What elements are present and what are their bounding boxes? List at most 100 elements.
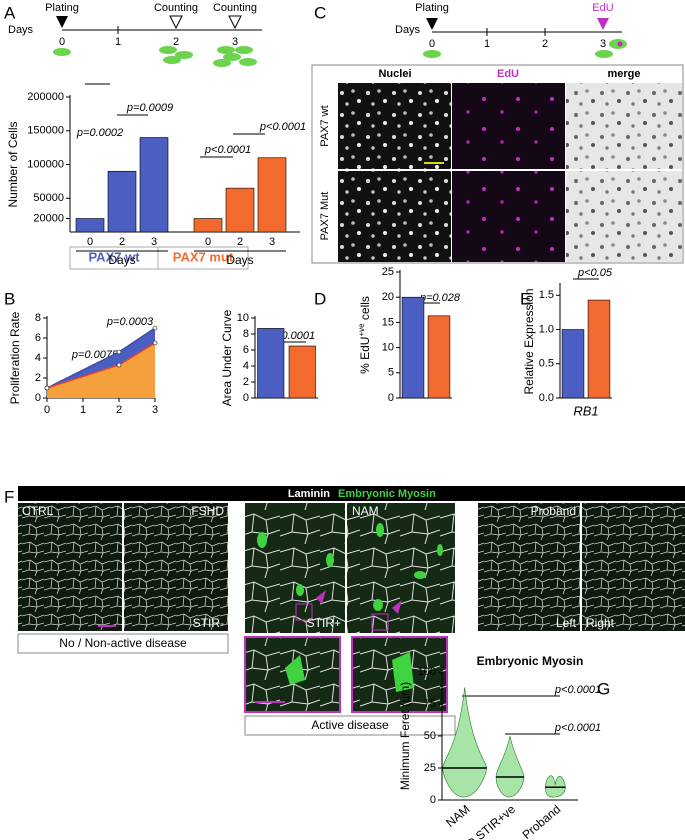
- x-tick-label: Proband: [520, 802, 564, 840]
- bar: [225, 187, 255, 233]
- y-tick-label: 100000: [27, 158, 64, 170]
- panel-label: A: [4, 3, 16, 22]
- cell: [423, 50, 441, 58]
- point: [116, 362, 122, 368]
- event-marker: [169, 15, 183, 30]
- point: [152, 340, 158, 346]
- myosin-fibers: [257, 523, 443, 611]
- stain-label: Laminin: [288, 488, 330, 500]
- y-tick-label: 10: [237, 312, 249, 324]
- x-tick-label: 0: [87, 236, 93, 248]
- panel-frame: [311, 64, 684, 264]
- day-label: 1: [484, 38, 490, 50]
- bar: [427, 315, 451, 399]
- micrograph: [18, 503, 122, 631]
- day-label: 3: [600, 38, 606, 50]
- event-label: Plating: [415, 2, 449, 14]
- row-header: PAX7 wt: [319, 105, 331, 146]
- timeline-c: Days 0 1 2 3 Plating EdU: [395, 2, 627, 58]
- annotation: p=0.028: [419, 292, 461, 304]
- image-label: Proband: [531, 504, 576, 518]
- bar: [587, 299, 611, 399]
- y-tick-label: 0: [35, 392, 41, 404]
- y-axis-label: % EdU+ve cells: [357, 296, 373, 374]
- micrograph: [452, 83, 565, 169]
- y-label-part: Relative Expression: [522, 288, 536, 394]
- annotation: p<0.05: [577, 267, 613, 279]
- micrograph: [245, 503, 345, 633]
- micrograph: [478, 503, 580, 631]
- image-label: Right: [586, 616, 615, 630]
- x-axis-label: Days: [226, 253, 253, 267]
- y-label-part: Proliferation Rate: [8, 311, 22, 404]
- y-label-part: cells: [358, 296, 372, 323]
- y-tick-label: 1.0: [539, 323, 554, 335]
- x-tick-label: 2: [116, 404, 122, 416]
- area: [47, 343, 155, 398]
- day-label: 0: [429, 38, 435, 50]
- bar: [401, 296, 425, 399]
- micrograph: [124, 503, 228, 631]
- inset-marker: [371, 613, 389, 631]
- y-tick-label: 0: [388, 392, 394, 404]
- y-tick-label: 8: [35, 312, 41, 324]
- violin: [545, 775, 566, 798]
- arrow: [316, 590, 326, 604]
- y-tick-label: 5: [388, 367, 394, 379]
- panel-c: Nuclei EdU merge PAX7 wt PAX7 Mut: [311, 64, 684, 264]
- y-tick-label: 200000: [27, 91, 64, 103]
- y-tick-label: 75: [424, 698, 436, 710]
- day-label: 0: [59, 36, 65, 48]
- y-tick-label: 0: [243, 392, 249, 404]
- x-axis-label: Days: [108, 253, 135, 267]
- cell: [617, 41, 623, 47]
- panel-label: E: [520, 289, 531, 308]
- y-tick-label: 1.5: [539, 289, 554, 301]
- micrograph: [338, 171, 451, 262]
- bar: [193, 218, 223, 233]
- panel-label: F: [4, 487, 14, 506]
- bar: [561, 329, 585, 399]
- event-marker: [597, 18, 609, 30]
- y-tick-label: 0.0: [539, 392, 554, 404]
- micrograph: [338, 83, 451, 169]
- y-axis-label: Proliferation Rate: [8, 311, 22, 404]
- legend-entry: PAX7 mut: [173, 249, 234, 264]
- annotation: p<0.0001: [204, 144, 251, 156]
- row-header: PAX7 Mut: [319, 192, 331, 241]
- inset-marker: [295, 603, 313, 621]
- bar: [75, 218, 105, 233]
- panel-label: C: [314, 3, 326, 22]
- y-tick-label: 8: [243, 328, 249, 340]
- day-label: 1: [115, 36, 121, 48]
- point: [116, 349, 122, 355]
- column-header: EdU: [497, 68, 519, 80]
- y-axis-label: Relative Expression: [522, 288, 536, 394]
- x-tick-label: 3: [269, 236, 275, 248]
- bar: [257, 157, 287, 233]
- y-label-part: Minimum Feret (µm): [398, 682, 412, 790]
- myosin-fiber: [285, 655, 305, 685]
- x-tick-label: 2: [237, 236, 243, 248]
- y-tick-label: 4: [243, 360, 249, 372]
- point: [44, 385, 50, 391]
- event-marker: [426, 18, 438, 30]
- legend-entry: PAX7 wt: [88, 249, 140, 264]
- micrograph: [347, 503, 455, 633]
- panel-label: D: [314, 289, 326, 308]
- x-tick-label: 3: [151, 236, 157, 248]
- x-tick-label: 3: [152, 404, 158, 416]
- cell: [595, 50, 613, 58]
- x-axis-label: RB1: [573, 403, 598, 418]
- micrograph: [566, 83, 682, 169]
- y-tick-label: 0.5: [539, 358, 554, 370]
- column-header: Nuclei: [378, 68, 411, 80]
- image-label: STIR-: [193, 616, 224, 630]
- y-tick-label: 20: [382, 291, 394, 303]
- panel-label: G: [597, 679, 610, 698]
- legend-box: [157, 246, 249, 270]
- y-tick-label: 2: [35, 372, 41, 384]
- y-tick-label: 50000: [33, 192, 64, 204]
- image-label: NAM: [352, 504, 379, 518]
- image-label: STIR+: [307, 616, 341, 630]
